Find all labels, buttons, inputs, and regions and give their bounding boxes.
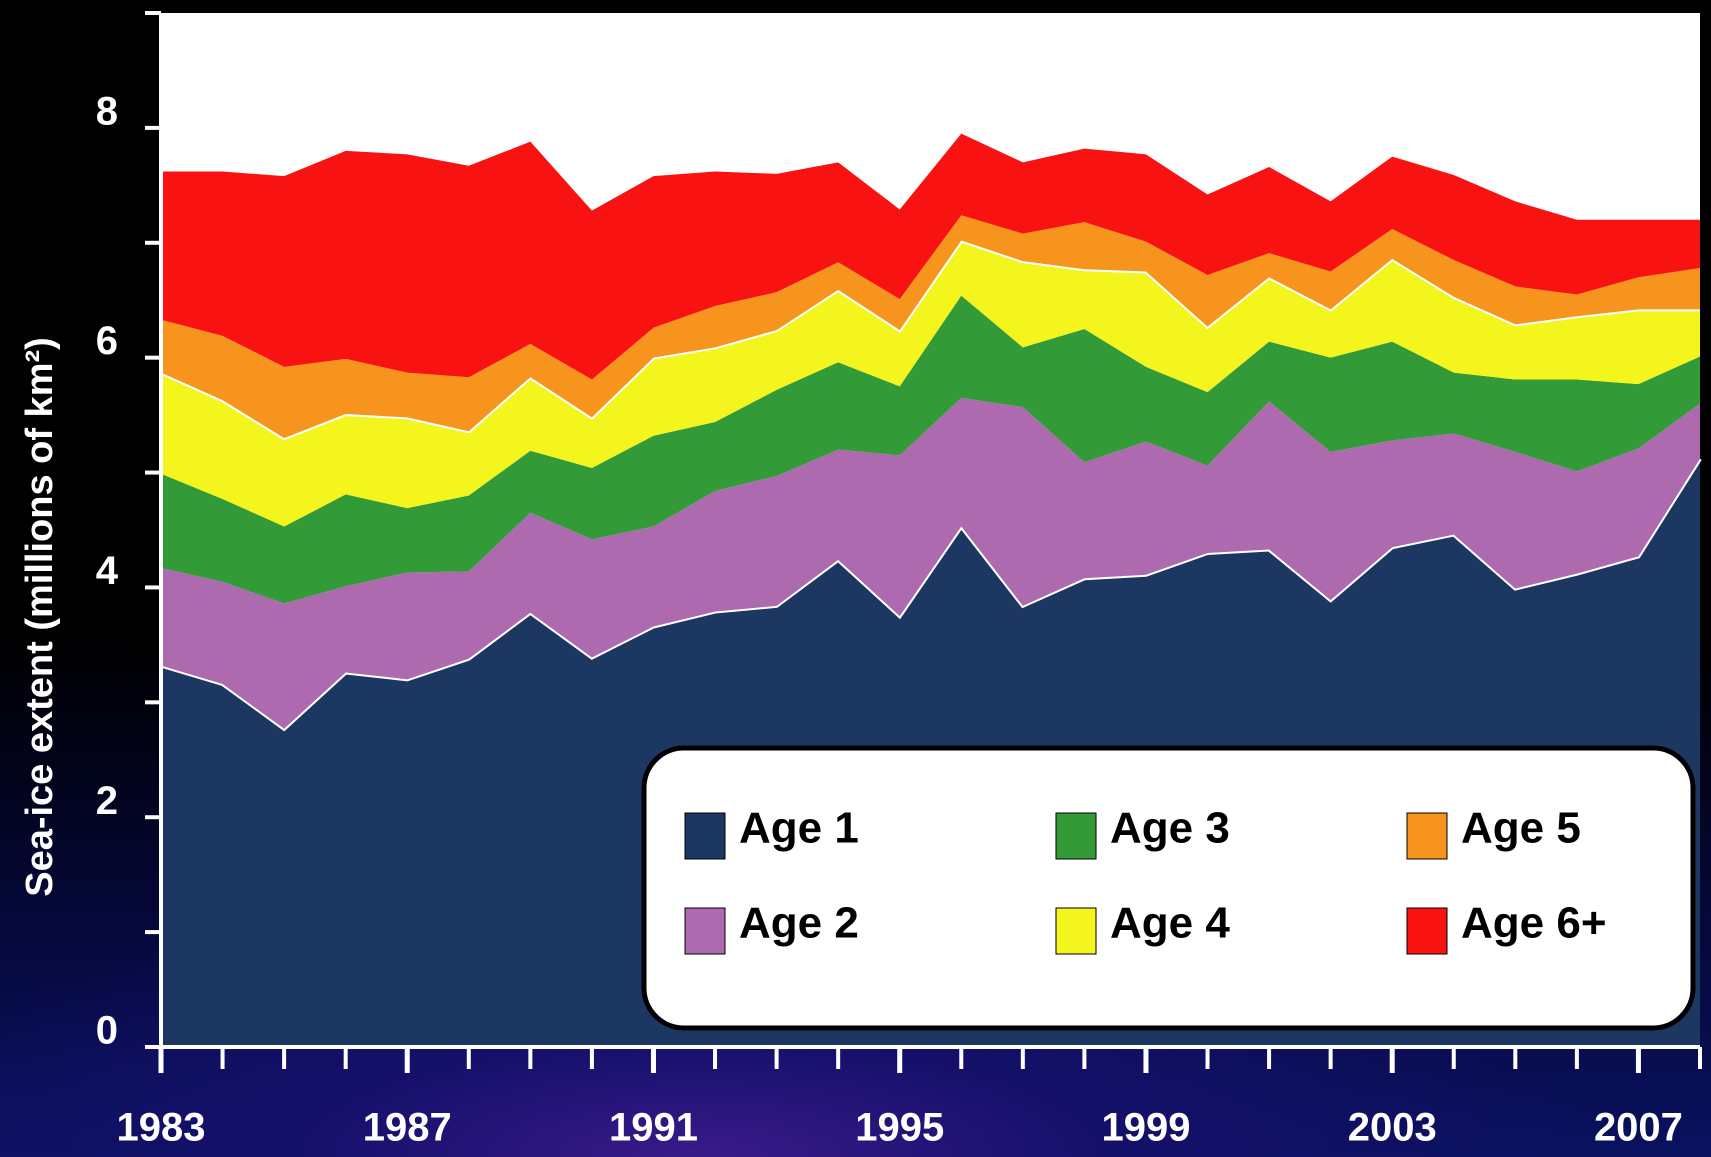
x-tick-label: 1999 (1101, 1106, 1190, 1150)
x-tick-label: 1987 (363, 1106, 452, 1150)
legend-label: Age 5 (1461, 804, 1581, 853)
legend: Age 1 Age 2 Age 3 Age 4 Age 5 Age 6+ (641, 745, 1696, 1031)
area (161, 240, 1700, 527)
legend-label: Age 6+ (1461, 899, 1607, 948)
y-tick-label: 6 (96, 319, 118, 363)
area (161, 215, 1700, 439)
area (161, 133, 1700, 380)
legend-box (641, 745, 1696, 1031)
x-tick-label: 1991 (609, 1106, 698, 1150)
legend-swatch (1055, 907, 1097, 955)
legend-swatch (1406, 812, 1448, 860)
area (161, 397, 1700, 729)
x-tick-label: 1983 (117, 1106, 206, 1150)
legend-swatch (684, 812, 726, 860)
area (161, 295, 1700, 604)
y-axis-label: Sea-ice extent (millions of km²) (19, 337, 61, 897)
legend-label: Age 2 (739, 899, 859, 948)
legend-swatch (1406, 907, 1448, 955)
x-tick-label: 1995 (855, 1106, 944, 1150)
legend-swatch (684, 907, 726, 955)
legend-swatch (1055, 812, 1097, 860)
legend-label: Age 3 (1110, 804, 1230, 853)
legend-label: Age 4 (1110, 899, 1230, 948)
y-tick-label: 4 (96, 549, 119, 593)
y-tick-label: 8 (96, 89, 118, 133)
y-tick-label: 2 (96, 779, 118, 823)
legend-label: Age 1 (739, 804, 859, 853)
y-tick-label: 0 (96, 1009, 118, 1053)
x-tick-label: 2007 (1594, 1106, 1683, 1150)
x-tick-label: 2003 (1348, 1106, 1437, 1150)
